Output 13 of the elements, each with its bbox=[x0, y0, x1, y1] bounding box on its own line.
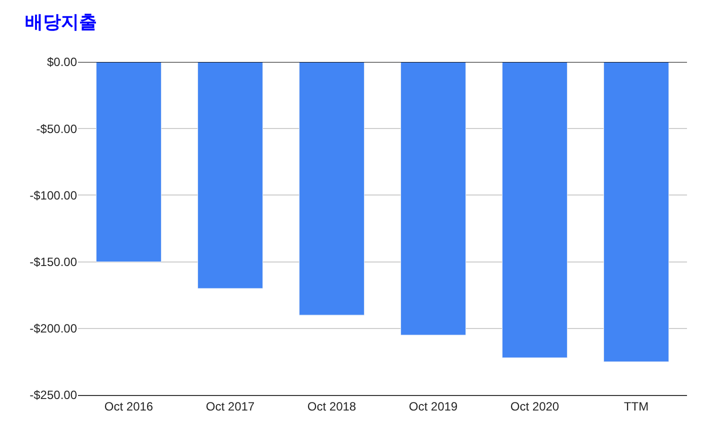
y-tick-label: -$250.00 bbox=[30, 388, 78, 402]
y-tick-label: $0.00 bbox=[46, 55, 78, 70]
x-tick-label: Oct 2020 bbox=[510, 399, 560, 414]
x-tick-label: Oct 2019 bbox=[408, 399, 458, 414]
y-tick-label: -$150.00 bbox=[30, 255, 78, 269]
y-tick-label: -$100.00 bbox=[30, 188, 78, 202]
y-tick-label: -$50.00 bbox=[36, 122, 78, 136]
y-tick-label: -$200.00 bbox=[30, 322, 78, 336]
x-tick-label: TTM bbox=[624, 399, 649, 414]
chart-title: 배당지출 bbox=[24, 12, 97, 33]
x-tick-label: Oct 2018 bbox=[307, 399, 356, 414]
x-tick-label: Oct 2016 bbox=[104, 399, 154, 414]
x-tick-label: Oct 2017 bbox=[206, 399, 255, 414]
